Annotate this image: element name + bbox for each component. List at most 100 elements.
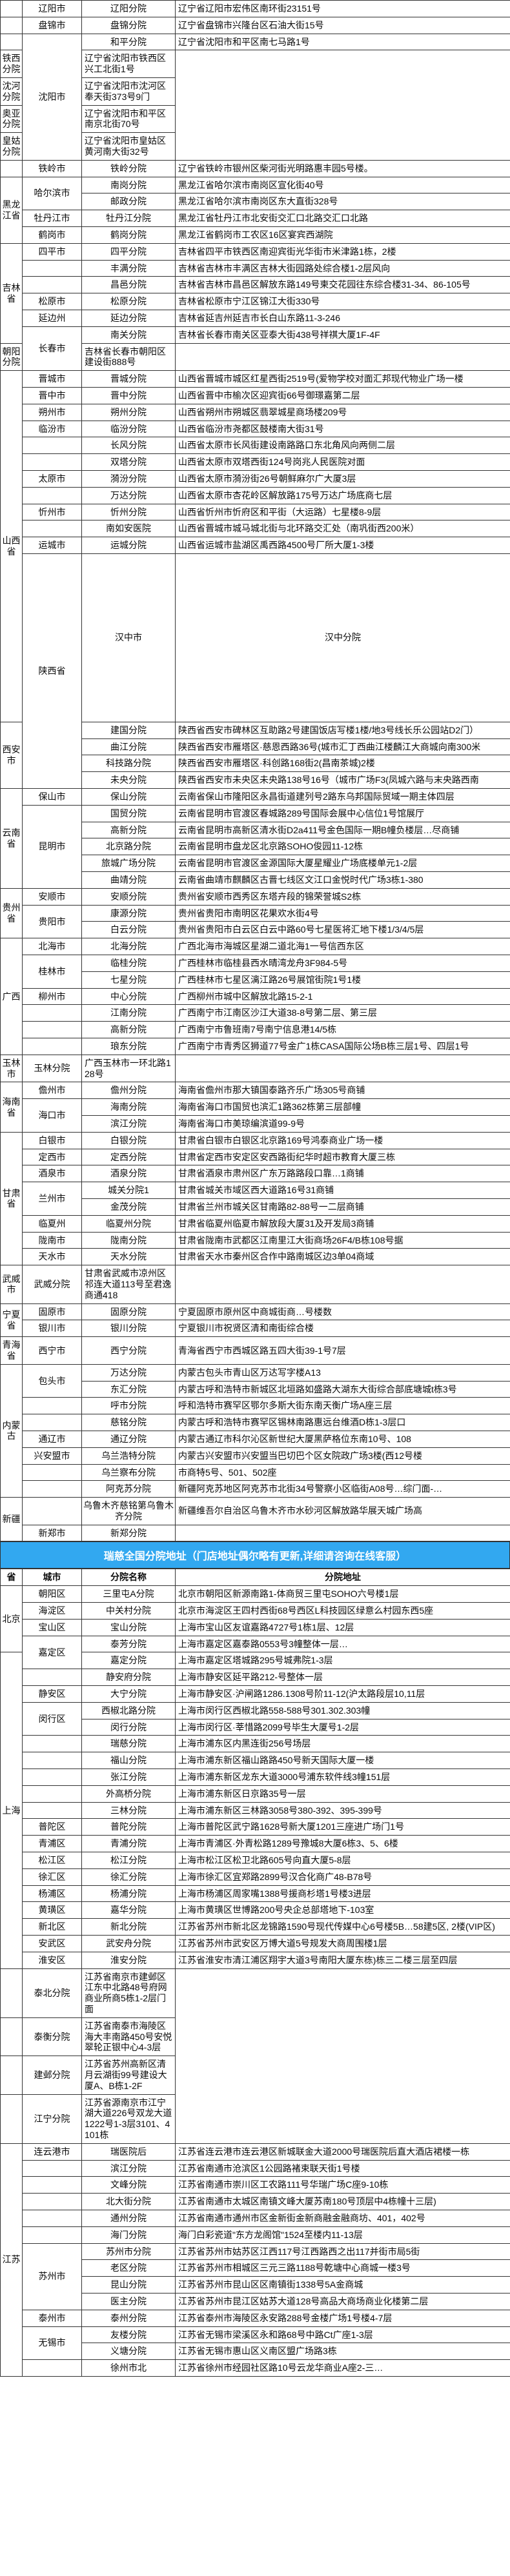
city-cell: 贵阳市 bbox=[23, 905, 82, 938]
city-cell: 四平市 bbox=[23, 243, 82, 260]
address-cell: 甘肃省城关市域区西大道路16号31商铺 bbox=[176, 1182, 510, 1199]
city-cell bbox=[23, 454, 82, 471]
address-cell: 内蒙古呼和浩特市赛罕区锡林南路惠远台维酒D栋1-3层口 bbox=[176, 1414, 510, 1431]
branch-cell: 科技路分院 bbox=[82, 755, 176, 772]
branch-cell: 慈铭分院 bbox=[82, 1414, 176, 1431]
table-row: 文峰分院江苏省南通市崇川区工农路111号华瑞广场C座9-10栋 bbox=[1, 2177, 510, 2194]
address-cell: 上海市静安区·沪闸路1286.1308号阶11-12(沪太路段层10,11层 bbox=[176, 1686, 510, 1703]
table-row: 海淀区中关村分院北京市海淀区王四村西街68号西区L科技园区绿意么村园东西5座 bbox=[1, 1603, 510, 1620]
address-cell: 山西省太原市漪汾街26号朝鲜麻尔广大厦3层 bbox=[176, 470, 510, 487]
address-cell: 甘肃省天水市秦州区合作中路南城区边3单04商域 bbox=[176, 1249, 510, 1265]
city-cell: 太原市 bbox=[23, 470, 82, 487]
table-row: 昆明市国贸分院云南省昆明市官渡区春城路289号国际会展中心信位1号馆展厅 bbox=[1, 805, 510, 822]
branch-cell: 盘锦分院 bbox=[82, 17, 176, 34]
city-cell bbox=[23, 1669, 82, 1686]
city-cell: 朔州市 bbox=[23, 404, 82, 421]
branch-cell: 延边分院 bbox=[82, 310, 176, 326]
table-row: 高新分院广西南宁市鲁班南7号南宁信息港14/5栋 bbox=[1, 1022, 510, 1038]
branch-cell: 旅城广场分院 bbox=[82, 855, 176, 872]
address-cell: 新疆维吾尔自治区乌鲁木齐市水砂河区解放路华展天城广场高 bbox=[176, 1498, 510, 1525]
column-header-city: 城市 bbox=[23, 1569, 82, 1586]
table-band2-body: 省城市分院名称分院地址北京朝阳区三里屯A分院北京市朝阳区新源南路1-体商贸三里屯… bbox=[1, 1569, 510, 2376]
address-cell: 山西省忻州市忻府区和平街（大运路）七星楼8-9层 bbox=[176, 504, 510, 520]
address-cell: 江苏省苏州高新区清月云湖街99号建设大厦A、B栋1-2F bbox=[82, 2056, 176, 2094]
branch-cell: 临夏州分院 bbox=[82, 1215, 176, 1232]
branch-cell: 北大街分院 bbox=[82, 2194, 176, 2210]
table-row: 柳州市中心分院广西柳州市城中区解放北路15-2-1 bbox=[1, 988, 510, 1005]
branch-cell: 高新分院 bbox=[82, 822, 176, 838]
address-cell: 广西南宁市鲁班南7号南宁信息港14/5栋 bbox=[176, 1022, 510, 1038]
branch-cell: 白云分院 bbox=[82, 922, 176, 938]
table-row: 江苏连云港市瑞医院后江苏省连云港市连云港区新城联金大道2000号瑞医院后直大酒店… bbox=[1, 2143, 510, 2160]
city-cell: 朝阳区 bbox=[23, 1586, 82, 1603]
table-row: 瑞慈分院上海市浦东区内黑连街256号场层 bbox=[1, 1736, 510, 1752]
table-row: 兰州市城关分院1甘肃省城关市域区西大道路16号31商铺 bbox=[1, 1182, 510, 1199]
address-cell: 辽宁省辽阳市宏伟区南环街23151号 bbox=[176, 1, 510, 17]
table-row: 宝山区宝山分院上海市宝山区友谊嘉路4727号1栋1层、12层 bbox=[1, 1619, 510, 1636]
address-cell: 上海市静安区延平路212-号整体一层 bbox=[176, 1669, 510, 1686]
table-row: 万达分院山西省太原市杏花岭区解放路175号万达广场底商七层 bbox=[1, 487, 510, 504]
branch-cell: 晋中分院 bbox=[82, 387, 176, 404]
table-row: 长春市南关分院吉林省长春市南关区亚泰大街438号祥祺大厦1F-4F bbox=[1, 326, 510, 343]
branch-cell: 酒泉分院 bbox=[82, 1165, 176, 1182]
province-cell: 甘肃省 bbox=[1, 1132, 23, 1265]
address-cell: 江苏省泰州市海陵区永安路288号金楼广场1号楼4-7层 bbox=[176, 2310, 510, 2326]
branch-cell: 新北分院 bbox=[82, 1919, 176, 1936]
table-row: 太原市漪汾分院山西省太原市漪汾街26号朝鲜麻尔广大厦3层 bbox=[1, 470, 510, 487]
province-cell: 陕西省 bbox=[23, 553, 82, 788]
branch-cell: 昆山分院 bbox=[82, 2277, 176, 2294]
city-cell bbox=[23, 1498, 82, 1525]
table-row: 松原市松原分院吉林省松原市宁江区锦江大街330号 bbox=[1, 293, 510, 310]
table-row: 嘉定区泰芳分院上海市嘉定区嘉泰路0553号3幢整体一层… bbox=[1, 1636, 510, 1652]
branch-cell: 嘉华分院 bbox=[82, 1902, 176, 1919]
branch-cell: 鹤岗分院 bbox=[82, 226, 176, 243]
address-cell: 甘肃省酒泉市肃州区广东万路路段口靠…1商铺 bbox=[176, 1165, 510, 1182]
table-row: 泰北分院江苏省南京市建邺区江东中北路48号府网商业所商5栋1-2层门面 bbox=[1, 1968, 510, 2017]
address-cell: 甘肃省兰州市城关区甘南路82-88号一二层商铺 bbox=[176, 1198, 510, 1215]
address-cell: 上海市浦东新区福山路路450号新天国际大厦一楼 bbox=[176, 1752, 510, 1769]
address-cell: 山西省晋城市城区红星西街2519号(爱物学校对面汇邦现代物业广场一楼 bbox=[176, 371, 510, 388]
table-row: 闵行区西椒北路分院上海市闵行区西椒北路558-588号301.302.303幢 bbox=[1, 1702, 510, 1719]
address-cell: 山西省太原市杏花岭区解放路175号万达广场底商七层 bbox=[176, 487, 510, 504]
city-cell: 连云港市 bbox=[23, 2143, 82, 2160]
table-row: 阿克苏分院新疆阿克苏地区阿克苏市北街34号警察小区临街A08号…综门面-… bbox=[1, 1481, 510, 1498]
address-cell: 江苏省苏州市相城区三元三路1188号乾塘中心商城一楼3号 bbox=[176, 2260, 510, 2277]
branch-cell: 张江分院 bbox=[82, 1769, 176, 1786]
table-row: 泰衡分院江苏省南泰市海陵区海大丰南路450号安悦翠轮正银中心4-3层 bbox=[1, 2017, 510, 2056]
table-row: 通州分院江苏省南通市通州市区金新街金新商融金融商坊、401，402号 bbox=[1, 2210, 510, 2226]
province-cell: 宁夏省 bbox=[1, 1303, 23, 1337]
address-cell: 甘肃省白银市白银区北京路169号鸿泰商业广场一楼 bbox=[176, 1132, 510, 1149]
branch-cell: 玉林分院 bbox=[23, 1055, 82, 1082]
branch-cell: 三里屯A分院 bbox=[82, 1586, 176, 1603]
address-cell: 山西省晋中市榆次区迎宾街66号御璟嘉第二层 bbox=[176, 387, 510, 404]
address-cell: 江苏省淮安市清江浦区翔宇大道3号南阳大厦东栋)栋三二楼三层至四层 bbox=[176, 1952, 510, 1968]
city-cell: 晋中市 bbox=[23, 387, 82, 404]
address-cell: 上海市青浦区·外青松路1289号豫城8大厦6栋3、5、6楼 bbox=[176, 1836, 510, 1852]
address-cell: 吉林省吉林市丰满区吉林大街园路处综合楼1-2层风向 bbox=[176, 260, 510, 277]
address-cell: 吉林省四平市铁西区南迎宾街光华街市米津路1栋，2楼 bbox=[176, 243, 510, 260]
table-row: 三林分院上海市浦东新区三林路3058号380-392、395-399号 bbox=[1, 1802, 510, 1819]
address-cell: 内蒙古呼和浩特市新城区北垣路如盛路大湖东大街综合部底塘城t栋3号 bbox=[176, 1381, 510, 1398]
branch-cell: 邮政分院 bbox=[82, 193, 176, 210]
address-cell: 江苏省无锡市梁溪区永和路68号中路Ct广座1-3层 bbox=[176, 2326, 510, 2343]
address-cell: 辽宁省沈阳市和平区南七马路1号 bbox=[176, 34, 510, 50]
address-cell: 广西南宁市青秀区狮道77号金广1栋CASA国际公场B栋三层1号、四层1号 bbox=[176, 1038, 510, 1055]
table-row: 苏州市苏州市分院江苏省苏州市姑苏区江西117号江西路西之出117并街市局5街 bbox=[1, 2243, 510, 2260]
table-row: 朔州市朔州分院山西省朔州市朔城区翡翠城星商场楼209号 bbox=[1, 404, 510, 421]
city-cell: 宝山区 bbox=[23, 1619, 82, 1636]
address-cell: 江苏省无锡市惠山区义南区盟广场路3栋 bbox=[176, 2343, 510, 2360]
city-cell: 汉中市 bbox=[82, 553, 176, 722]
city-cell bbox=[23, 277, 82, 293]
province-cell bbox=[1, 160, 23, 177]
address-cell: 辽宁省沈阳市铁西区兴工北街1号 bbox=[82, 50, 176, 78]
table-row: 江宁分院江苏省源南京市江宁湖大道226号双龙大道1222号1-3层3101、41… bbox=[1, 2094, 510, 2143]
branch-cell: 铁岭分院 bbox=[82, 160, 176, 177]
city-cell: 淮安区 bbox=[23, 1952, 82, 1968]
province-cell: 江苏 bbox=[1, 2143, 23, 2376]
province-cell bbox=[1, 17, 23, 34]
table-row: 无锡市友楼分院江苏省无锡市梁溪区永和路68号中路Ct广座1-3层 bbox=[1, 2326, 510, 2343]
city-cell: 鹤岗市 bbox=[23, 226, 82, 243]
city-cell bbox=[23, 1736, 82, 1752]
branch-cell: 杨浦分院 bbox=[82, 1885, 176, 1902]
address-cell: 江苏省南通市崇川区工农路111号华瑞广场C座9-10栋 bbox=[176, 2177, 510, 2194]
